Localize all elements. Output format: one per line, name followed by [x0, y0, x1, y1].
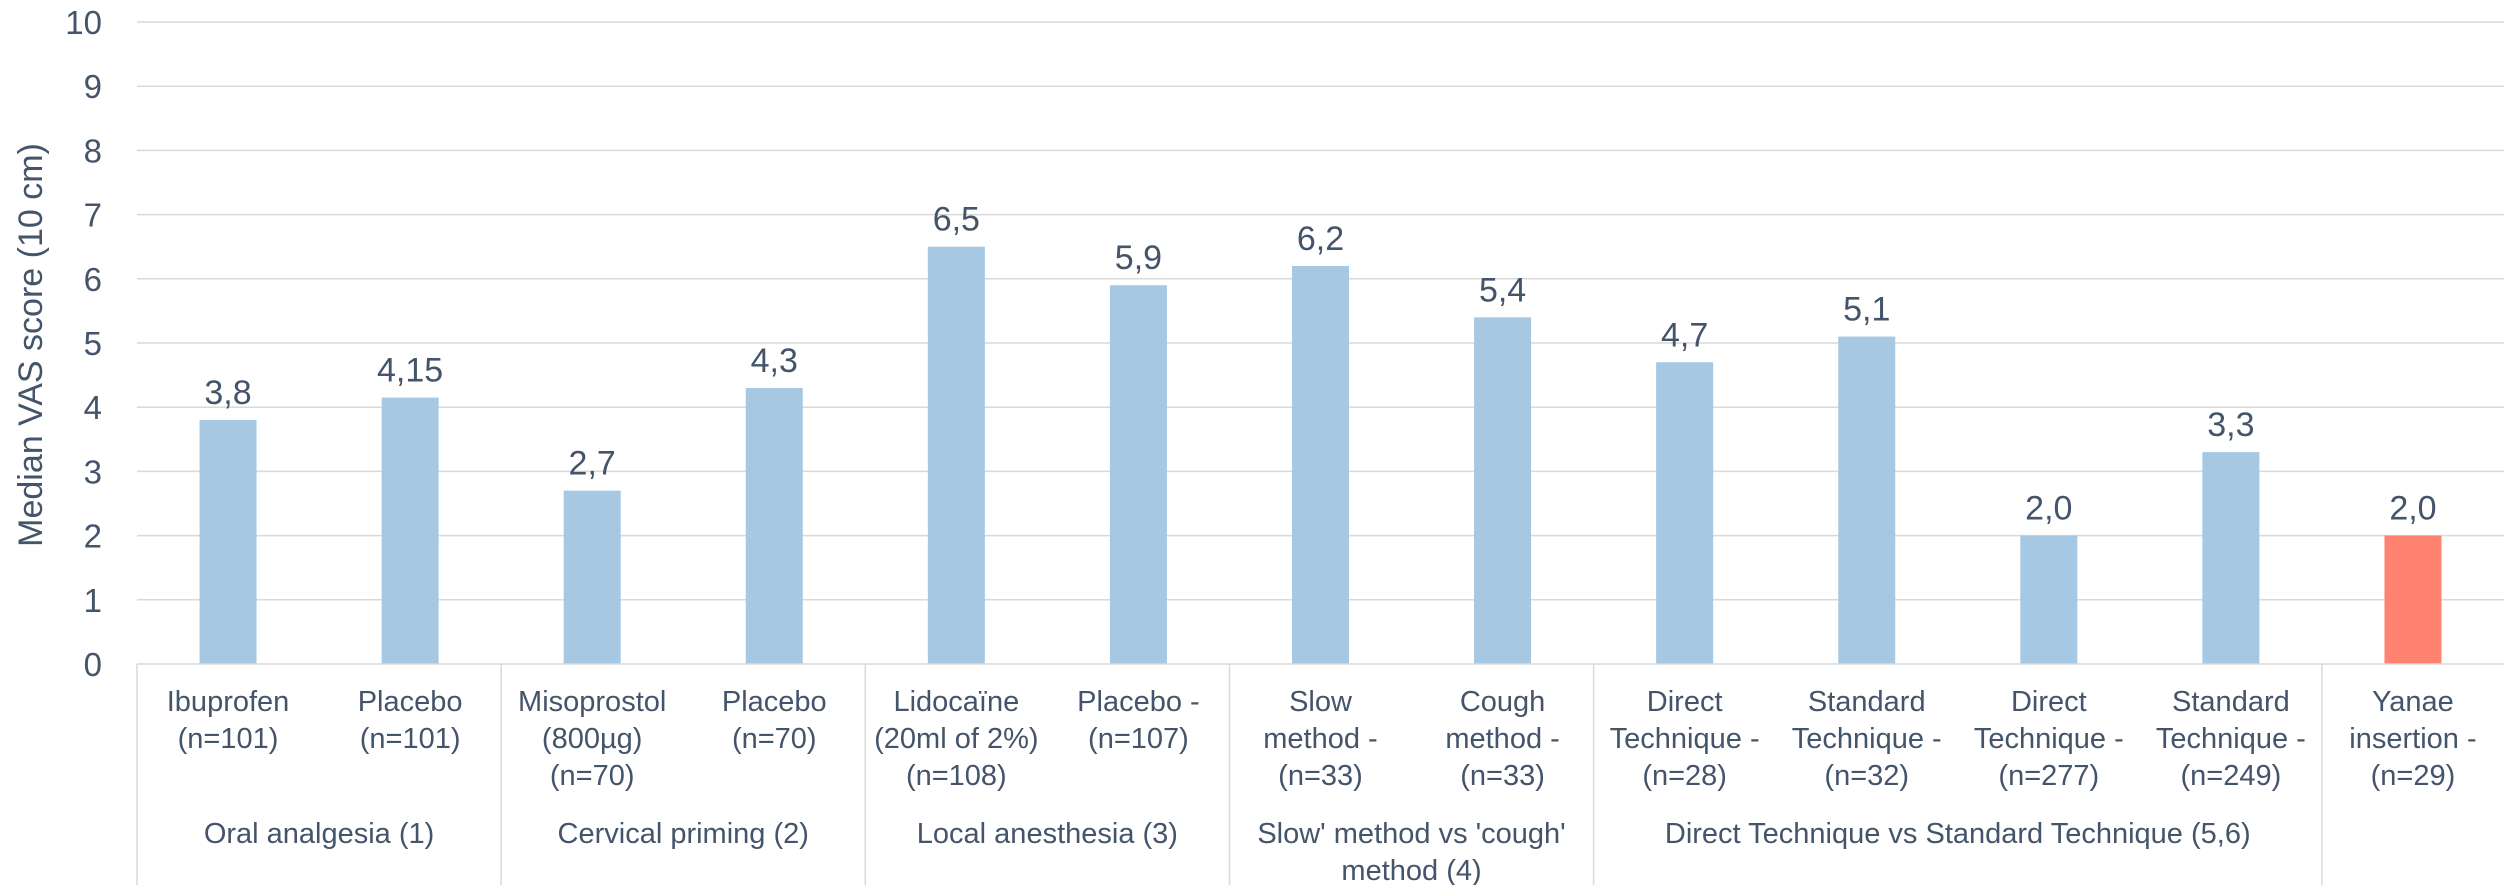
category-label: Technique -: [1974, 723, 2124, 755]
y-tick-label: 1: [84, 582, 102, 619]
y-tick-label: 4: [84, 389, 102, 426]
bar: [1474, 317, 1532, 664]
category-label: (n=101): [360, 723, 461, 755]
y-tick-label: 2: [84, 518, 102, 555]
data-label: 5,9: [1115, 239, 1162, 277]
category-label: Technique -: [1792, 723, 1942, 755]
category-label: (n=29): [2371, 760, 2456, 792]
category-label: (n=107): [1088, 723, 1189, 755]
category-label: Lidocaïne: [893, 686, 1019, 718]
group-label: method (4): [1341, 855, 1481, 885]
y-tick-label: 3: [84, 453, 102, 490]
bar: [1109, 285, 1167, 664]
bar: [2020, 535, 2078, 664]
bar: [199, 420, 257, 664]
data-label: 6,2: [1297, 220, 1344, 258]
category-label: Technique -: [1610, 723, 1760, 755]
category-label: Direct: [2011, 686, 2087, 718]
category-label: (800µg): [542, 723, 643, 755]
bar: [381, 397, 439, 664]
category-label: Cough: [1460, 686, 1545, 718]
bar: [1292, 265, 1349, 664]
bar: [2202, 452, 2260, 664]
group-label: Local anesthesia (3): [917, 818, 1178, 850]
bar: [1656, 362, 1714, 664]
category-label: insertion -: [2349, 723, 2476, 755]
category-label: (n=249): [2181, 760, 2282, 792]
group-label: Slow' method vs 'cough': [1257, 818, 1565, 850]
data-label: 4,7: [1661, 316, 1708, 354]
group-label: Oral analgesia (1): [204, 818, 435, 850]
data-label: 5,1: [1843, 291, 1890, 329]
category-label: Direct: [1647, 686, 1723, 718]
category-label: Placebo -: [1077, 686, 1200, 718]
y-tick-label: 0: [84, 646, 102, 683]
y-tick-label: 10: [65, 4, 102, 41]
bar: [1838, 336, 1896, 664]
category-label: Yanae: [2372, 686, 2454, 718]
data-label: 6,5: [933, 201, 980, 239]
category-label: Technique -: [2156, 723, 2306, 755]
category-label: (n=101): [178, 723, 279, 755]
category-label: (n=70): [550, 760, 635, 792]
y-tick-label: 9: [84, 68, 102, 105]
y-tick-label: 5: [84, 325, 102, 362]
category-label: (n=70): [732, 723, 817, 755]
category-axis: Ibuprofen (n=101) Placebo (n=101) Misoprosto…: [136, 663, 2504, 885]
bar-highlighted: [2384, 535, 2442, 664]
category-label: (20ml of 2%): [874, 723, 1038, 755]
category-label: Standard: [2172, 686, 2290, 718]
data-label: 4,3: [751, 342, 798, 380]
data-label: 2,0: [2025, 490, 2072, 528]
category-label: (n=33): [1278, 760, 1363, 792]
category-label: (n=277): [1998, 760, 2099, 792]
category-label: method -: [1445, 723, 1559, 755]
data-label: 5,4: [1479, 271, 1526, 309]
y-axis-title: Median VAS score (10 cm): [12, 143, 50, 547]
y-tick-label: 7: [84, 197, 102, 234]
category-label: Standard: [1808, 686, 1926, 718]
group-label: Cervical priming (2): [558, 818, 809, 850]
group-label: Direct Technique vs Standard Technique (…: [1665, 818, 2251, 850]
y-tick-label: 8: [84, 132, 102, 169]
category-label: Ibuprofen: [167, 686, 290, 718]
data-label: 3,3: [2207, 406, 2254, 444]
category-label: (n=33): [1460, 760, 1545, 792]
category-label: Slow: [1289, 686, 1353, 718]
category-label: (n=28): [1642, 760, 1727, 792]
bar: [563, 490, 621, 664]
category-label: Placebo: [722, 686, 827, 718]
category-label: Placebo: [358, 686, 463, 718]
bar: [927, 246, 985, 664]
data-labels: 3,8 4,15 2,7 4,3 6,5 5,9 6,2 5,4 4,7 5,1 2,0 3,3 2,0: [204, 201, 2436, 528]
category-label: method -: [1263, 723, 1377, 755]
category-label: Misoprostol: [518, 686, 666, 718]
bar: [745, 387, 803, 664]
category-label: (n=32): [1824, 760, 1909, 792]
category-label: (n=108): [906, 760, 1007, 792]
y-tick-label: 6: [84, 261, 102, 298]
data-label: 4,15: [377, 352, 443, 390]
data-label: 2,7: [569, 445, 616, 483]
y-axis-ticks: 0 1 2 3 4 5 6 7 8 9 10: [65, 4, 102, 683]
data-label: 2,0: [2389, 490, 2436, 528]
data-label: 3,8: [204, 374, 251, 412]
bars: [199, 246, 2442, 664]
